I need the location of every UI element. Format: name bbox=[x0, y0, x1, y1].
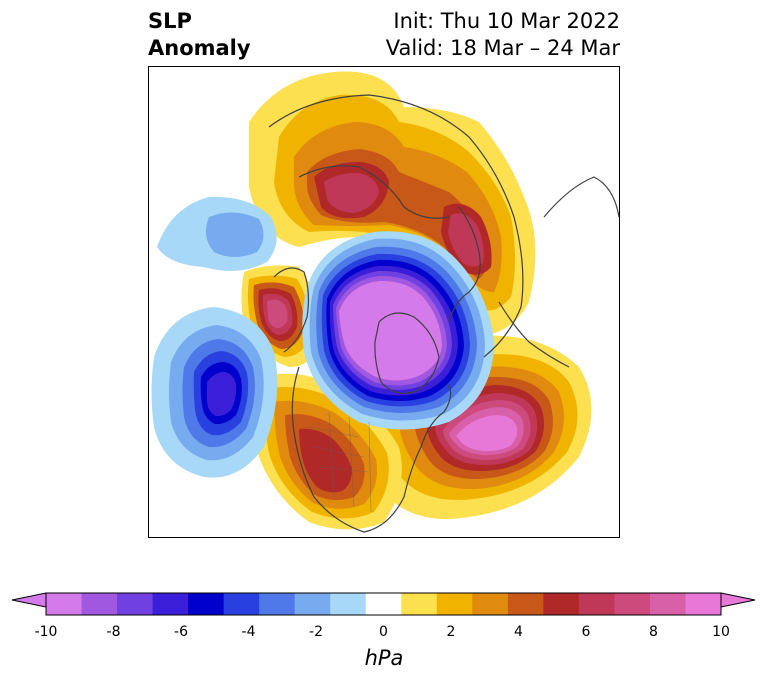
colorbar-tick-label: 6 bbox=[581, 624, 591, 640]
colorbar-tick-label: -10 bbox=[34, 624, 58, 640]
arctic-negative-anomaly bbox=[302, 231, 494, 430]
alaska-coast bbox=[273, 267, 310, 353]
colorbar-bin bbox=[152, 593, 189, 615]
init-date: Init: Thu 10 Mar 2022 bbox=[393, 9, 620, 33]
africa-coast bbox=[543, 176, 619, 218]
gridlines bbox=[308, 411, 372, 513]
colorbar-bin bbox=[578, 593, 615, 615]
colorbar-bin bbox=[365, 593, 402, 615]
colorbar-bin bbox=[259, 593, 296, 615]
colorbar-bin bbox=[117, 593, 154, 615]
colorbar-bin bbox=[81, 593, 118, 615]
title-variable-type: Anomaly bbox=[148, 36, 251, 60]
contour-6 bbox=[324, 172, 379, 213]
colorbar-bin bbox=[507, 593, 544, 615]
colorbar-tick-label: 0 bbox=[379, 624, 388, 640]
colorbar-bin bbox=[294, 593, 331, 615]
colorbar-tick-label: 4 bbox=[514, 624, 523, 640]
colorbar-right-extend bbox=[720, 592, 756, 608]
europe-coast bbox=[498, 301, 570, 368]
contour-9 bbox=[339, 280, 442, 381]
colorbar-tick-label: 10 bbox=[712, 624, 730, 640]
colorbar-bin bbox=[401, 593, 438, 615]
map-dates: Init: Thu 10 Mar 2022 Valid: 18 Mar – 24… bbox=[386, 8, 620, 62]
north-america-coast bbox=[291, 366, 452, 533]
colorbar-tick-label: 2 bbox=[446, 624, 456, 640]
map-title: SLP Anomaly bbox=[148, 8, 251, 62]
contour-9 bbox=[456, 415, 518, 452]
colorbar-tick-labels: -10 -8 -6 -4 -2 0 2 4 6 8 10 bbox=[0, 624, 768, 646]
contour-2 bbox=[205, 212, 264, 257]
colorbar-bins bbox=[46, 593, 722, 615]
colorbar-unit-label: hPa bbox=[364, 646, 404, 670]
contour-6 bbox=[207, 372, 237, 417]
colorbar-tick-label: -4 bbox=[241, 624, 256, 640]
anomaly-map bbox=[151, 71, 619, 533]
colorbar-bin bbox=[223, 593, 260, 615]
colorbar-bin bbox=[188, 593, 225, 615]
colorbar-bin bbox=[649, 593, 686, 615]
contour-6 bbox=[267, 299, 288, 329]
colorbar-bin bbox=[543, 593, 580, 615]
contour-5 bbox=[299, 428, 352, 493]
colorbar-frame bbox=[45, 592, 722, 616]
colorbar bbox=[11, 592, 756, 616]
colorbar-tick-label: -2 bbox=[309, 624, 323, 640]
map-panel bbox=[148, 66, 620, 538]
coastlines bbox=[268, 94, 619, 533]
scandinavia-coast bbox=[448, 206, 481, 323]
colorbar-bin bbox=[330, 593, 367, 615]
colorbar-bin bbox=[472, 593, 509, 615]
colorbar-bin bbox=[436, 593, 473, 615]
eurasia-coast bbox=[268, 94, 524, 358]
colorbar-bin bbox=[614, 593, 651, 615]
colorbar-bin bbox=[685, 593, 722, 615]
colorbar-tick-label: 8 bbox=[649, 624, 658, 640]
greenland-coast bbox=[374, 312, 440, 394]
colorbar-tick-label: -6 bbox=[174, 624, 188, 640]
colorbar-tick-label: -8 bbox=[106, 624, 121, 640]
valid-range: Valid: 18 Mar – 24 Mar bbox=[385, 36, 620, 60]
siberia-coast bbox=[298, 165, 450, 219]
contour-8 bbox=[448, 213, 484, 267]
central-pacific-negative-anomaly bbox=[157, 196, 277, 271]
colorbar-left-extend bbox=[11, 592, 47, 608]
colorbar-bin bbox=[46, 593, 83, 615]
pacific-negative-anomaly bbox=[151, 307, 278, 478]
state-borders bbox=[308, 411, 372, 513]
title-variable: SLP bbox=[148, 9, 192, 33]
